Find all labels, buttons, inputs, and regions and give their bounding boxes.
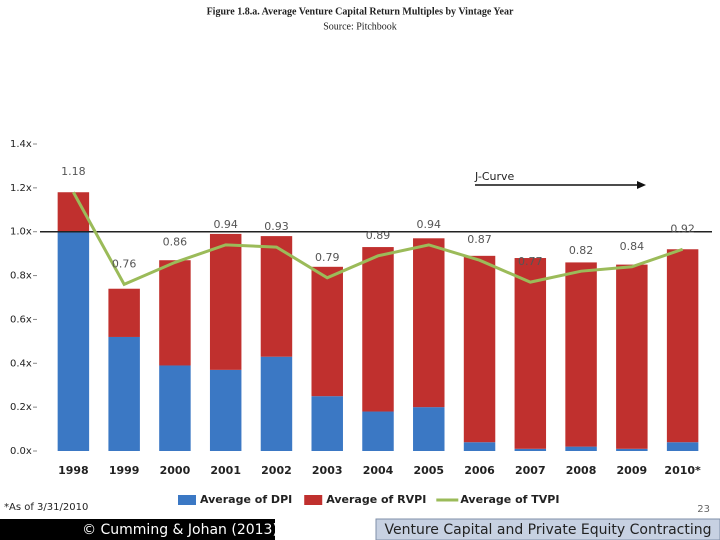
data-label: 0.87 xyxy=(467,233,492,246)
bar-segment xyxy=(159,365,191,451)
bar-segment xyxy=(260,356,293,451)
chart-title: Figure 1.8.a. Average Venture Capital Re… xyxy=(207,6,514,17)
y-tick-label: 0.0x xyxy=(10,446,32,457)
bar-segment xyxy=(209,233,242,370)
bar-segment xyxy=(463,255,496,443)
chart-subtitle: Source: Pitchbook xyxy=(323,21,397,32)
bar-segment xyxy=(666,442,699,451)
footer-left-box xyxy=(0,519,275,540)
y-tick-label: 0.8x xyxy=(10,271,32,282)
bar-segment xyxy=(108,336,140,451)
data-label: 1.18 xyxy=(61,165,86,178)
data-label: 0.82 xyxy=(569,244,594,257)
y-tick-label: 1.2x xyxy=(10,183,32,194)
bar-segment xyxy=(362,247,394,412)
bar-segment xyxy=(108,288,140,337)
bar-segment xyxy=(413,407,445,451)
y-tick-label: 0.4x xyxy=(10,358,32,369)
legend-swatch xyxy=(304,495,323,505)
bar-segment xyxy=(616,264,648,449)
x-tick-label: 2009 xyxy=(617,464,648,477)
y-tick-label: 1.0x xyxy=(10,227,32,238)
x-tick-label: 2006 xyxy=(464,464,495,477)
x-tick-label: 1999 xyxy=(109,464,140,477)
y-tick-label: 1.4x xyxy=(10,139,32,150)
legend-label: Average of DPI xyxy=(200,493,292,506)
data-label: 0.94 xyxy=(417,218,442,231)
footer-right-box xyxy=(375,518,720,540)
x-tick-label: 2008 xyxy=(566,464,597,477)
y-tick-label: 0.2x xyxy=(10,402,32,413)
x-tick-label: 2001 xyxy=(210,464,241,477)
data-label: 0.94 xyxy=(213,218,238,231)
legend-label: Average of TVPI xyxy=(460,493,559,506)
x-tick-label: 1998 xyxy=(58,464,89,477)
footer-left: © Cumming & Johan (2013) xyxy=(82,522,278,538)
data-label: 0.86 xyxy=(163,235,188,248)
bar-segment xyxy=(463,442,496,451)
bar-segment xyxy=(260,236,293,357)
data-label: 0.84 xyxy=(620,240,645,253)
legend-swatch xyxy=(178,495,196,505)
bar-segment xyxy=(616,448,648,451)
data-label: 0.93 xyxy=(264,220,289,233)
data-label: 0.77 xyxy=(518,255,543,268)
bar-segment xyxy=(565,446,597,451)
footer-right: Venture Capital and Private Equity Contr… xyxy=(384,522,711,538)
x-tick-label: 2000 xyxy=(160,464,191,477)
footnote: *As of 3/31/2010 xyxy=(4,502,88,513)
bar-segment xyxy=(514,448,547,451)
x-tick-label: 2007 xyxy=(515,464,546,477)
annotation: J-Curve xyxy=(474,170,515,183)
bar-segment xyxy=(57,231,90,451)
x-tick-label: 2002 xyxy=(261,464,292,477)
bar-segment xyxy=(362,411,394,451)
bar-segment xyxy=(514,258,547,449)
x-tick-label: 2005 xyxy=(413,464,444,477)
arrow-head xyxy=(637,181,646,189)
bar-segment xyxy=(209,369,242,451)
bar-segment xyxy=(159,260,191,366)
line xyxy=(72,191,684,287)
y-tick-label: 0.6x xyxy=(10,314,32,325)
legend-label: Average of RVPI xyxy=(326,493,426,506)
bar-segment xyxy=(413,238,445,408)
page-number: 23 xyxy=(697,504,710,515)
data-label: 0.92 xyxy=(670,222,695,235)
x-tick-label: 2010* xyxy=(664,464,701,477)
x-tick-label: 2003 xyxy=(312,464,343,477)
data-label: 0.79 xyxy=(315,251,340,264)
data-label: 0.89 xyxy=(366,229,391,242)
bar-segment xyxy=(311,396,343,451)
bar-segment xyxy=(311,266,343,397)
bar-segment xyxy=(565,262,597,447)
data-label: 0.76 xyxy=(112,257,137,270)
x-tick-label: 2004 xyxy=(363,464,394,477)
bar-segment xyxy=(666,249,699,443)
